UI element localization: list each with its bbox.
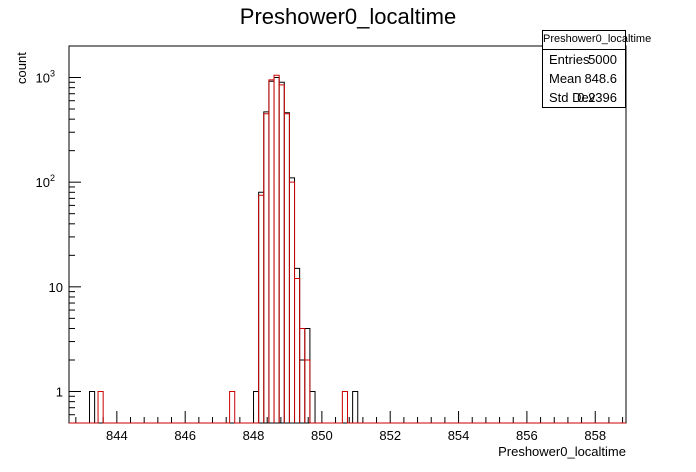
histogram-bin [254,391,259,423]
y-tick-label: 102 [36,173,55,190]
stats-value: 5000 [588,52,617,67]
histogram-bin [279,85,284,423]
y-tick-label: 10 [49,280,63,295]
chart-title: Preshower0_localtime [239,4,457,29]
histogram-bin [353,391,358,423]
y-tick-label: 103 [36,69,55,86]
x-tick-label: 856 [516,428,538,443]
histogram-series [69,74,626,424]
axis-ticks: 844 846 848 850 852 854 856 858 1 10 102 103 [36,45,624,443]
histogram-bin [300,328,305,423]
y-tick-label: 1 [56,384,63,399]
x-tick-label: 848 [243,428,265,443]
stats-value: 0.2396 [577,90,617,105]
x-axis-label: Preshower0_localtime [498,444,626,459]
stats-row-mean: Mean 848.6 [543,69,625,88]
stats-value: 848.6 [584,71,617,86]
stats-row-entries: Entries 5000 [543,50,625,69]
histogram-bin [269,80,274,423]
histogram-bin [342,391,347,423]
stats-label: Mean [549,71,582,86]
histogram-bin [284,114,289,423]
x-tick-label: 852 [379,428,401,443]
histogram-bin [259,195,264,423]
histogram-bin [295,279,300,423]
histogram-bin [264,114,269,423]
stats-box: Preshower0_localtime Entries 5000 Mean 8… [542,30,651,108]
histogram-series-1 [69,77,626,424]
stats-box-title: Preshower0_localtime [543,31,651,50]
stats-label: Entries [549,52,590,67]
histogram-bin [289,182,294,423]
x-tick-label: 858 [584,428,606,443]
histogram-bin [90,391,95,423]
histogram-bin [230,391,235,423]
histogram-bin [274,75,279,423]
histogram-bin [98,391,103,423]
x-tick-label: 850 [311,428,333,443]
x-tick-label: 844 [106,428,128,443]
histogram-bin [310,391,315,423]
x-tick-label: 854 [448,428,470,443]
x-tick-label: 846 [174,428,196,443]
stats-row-std-dev: Std Dev 0.2396 [543,88,625,107]
y-axis-label: count [14,52,29,84]
stats-label: Std Dev [549,90,596,105]
histogram-bin [305,360,310,423]
histogram-series-2 [69,74,626,424]
